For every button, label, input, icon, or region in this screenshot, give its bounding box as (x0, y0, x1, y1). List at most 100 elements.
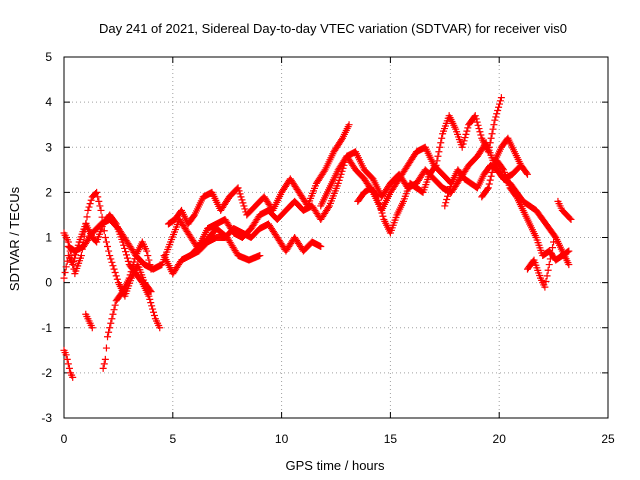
data-point (60, 274, 68, 282)
data-point (463, 127, 471, 135)
data-point (444, 192, 452, 200)
y-tick-label: 1 (45, 231, 52, 245)
data-point (125, 274, 133, 282)
data-point (565, 247, 573, 255)
data-point (62, 263, 70, 271)
data-point (494, 107, 502, 115)
data-point (459, 140, 467, 148)
data-point (121, 244, 129, 252)
data-point (458, 143, 466, 151)
data-point (111, 268, 119, 276)
data-point (484, 184, 492, 192)
data-point (567, 215, 575, 223)
data-point (487, 134, 495, 142)
data-point (345, 121, 353, 129)
data-point (86, 200, 94, 208)
data-point (94, 193, 102, 201)
data-point (496, 97, 504, 105)
data-point (64, 360, 72, 368)
data-point (438, 134, 446, 142)
data-point (110, 306, 118, 314)
data-point (241, 205, 249, 213)
data-point (445, 189, 453, 197)
data-point (145, 292, 153, 300)
data-point (105, 328, 113, 336)
series-arc-11 (354, 94, 505, 237)
data-point (106, 324, 114, 332)
data-point (473, 118, 481, 126)
data-point (65, 364, 73, 372)
series-arc-14 (523, 238, 558, 291)
data-point (145, 256, 153, 264)
data-point (150, 312, 158, 320)
data-point (80, 232, 88, 240)
data-point (68, 256, 76, 264)
data-point (124, 257, 132, 265)
data-point (488, 168, 496, 176)
data-point (446, 183, 454, 191)
y-tick-label: 3 (45, 140, 52, 154)
data-point (433, 157, 441, 165)
x-tick-label: 20 (493, 432, 507, 446)
data-point (317, 243, 325, 251)
data-point (490, 161, 498, 169)
data-point (434, 152, 442, 160)
data-point (256, 252, 264, 260)
data-point (565, 261, 573, 269)
y-tick-label: -2 (41, 366, 52, 380)
data-point (104, 333, 112, 341)
data-point (374, 196, 382, 204)
data-point (488, 130, 496, 138)
data-point (143, 247, 151, 255)
data-point (464, 124, 472, 132)
data-point (474, 121, 482, 129)
data-point (70, 257, 78, 265)
data-point (128, 264, 136, 272)
data-point (95, 197, 103, 205)
data-point (100, 360, 108, 368)
data-point (82, 219, 90, 227)
data-point (148, 302, 156, 310)
data-points (60, 94, 575, 381)
grid-lines (64, 57, 608, 418)
data-point (93, 188, 101, 196)
data-point (442, 199, 450, 207)
data-point (471, 112, 479, 120)
data-point (493, 110, 501, 118)
data-point (109, 262, 117, 270)
data-point (150, 308, 158, 316)
data-point (107, 255, 115, 263)
data-point (497, 94, 505, 102)
data-point (69, 261, 77, 269)
data-point (566, 214, 574, 222)
data-point (110, 265, 118, 273)
data-point (129, 261, 137, 269)
data-point (432, 161, 440, 169)
data-point (546, 255, 554, 263)
data-point (492, 113, 500, 121)
data-point (97, 206, 105, 214)
x-tick-label: 15 (384, 432, 398, 446)
data-point (88, 324, 96, 332)
data-point (547, 249, 555, 257)
data-point (496, 100, 504, 108)
data-point (373, 193, 381, 201)
data-point (462, 130, 470, 138)
data-point (101, 234, 109, 241)
data-point (83, 213, 91, 221)
data-point (523, 170, 531, 178)
data-point (435, 148, 443, 156)
y-axis-label: SDTVAR / TECUs (7, 186, 22, 291)
data-point (234, 184, 242, 192)
data-point (112, 272, 120, 280)
data-point (487, 172, 495, 180)
series-arc-12 (441, 161, 573, 269)
data-point (541, 283, 549, 291)
data-point (476, 128, 484, 136)
data-point (475, 125, 483, 133)
series-arc-16 (478, 134, 531, 201)
series-arc-13 (493, 157, 573, 264)
data-point (320, 167, 328, 175)
data-point (495, 103, 503, 111)
